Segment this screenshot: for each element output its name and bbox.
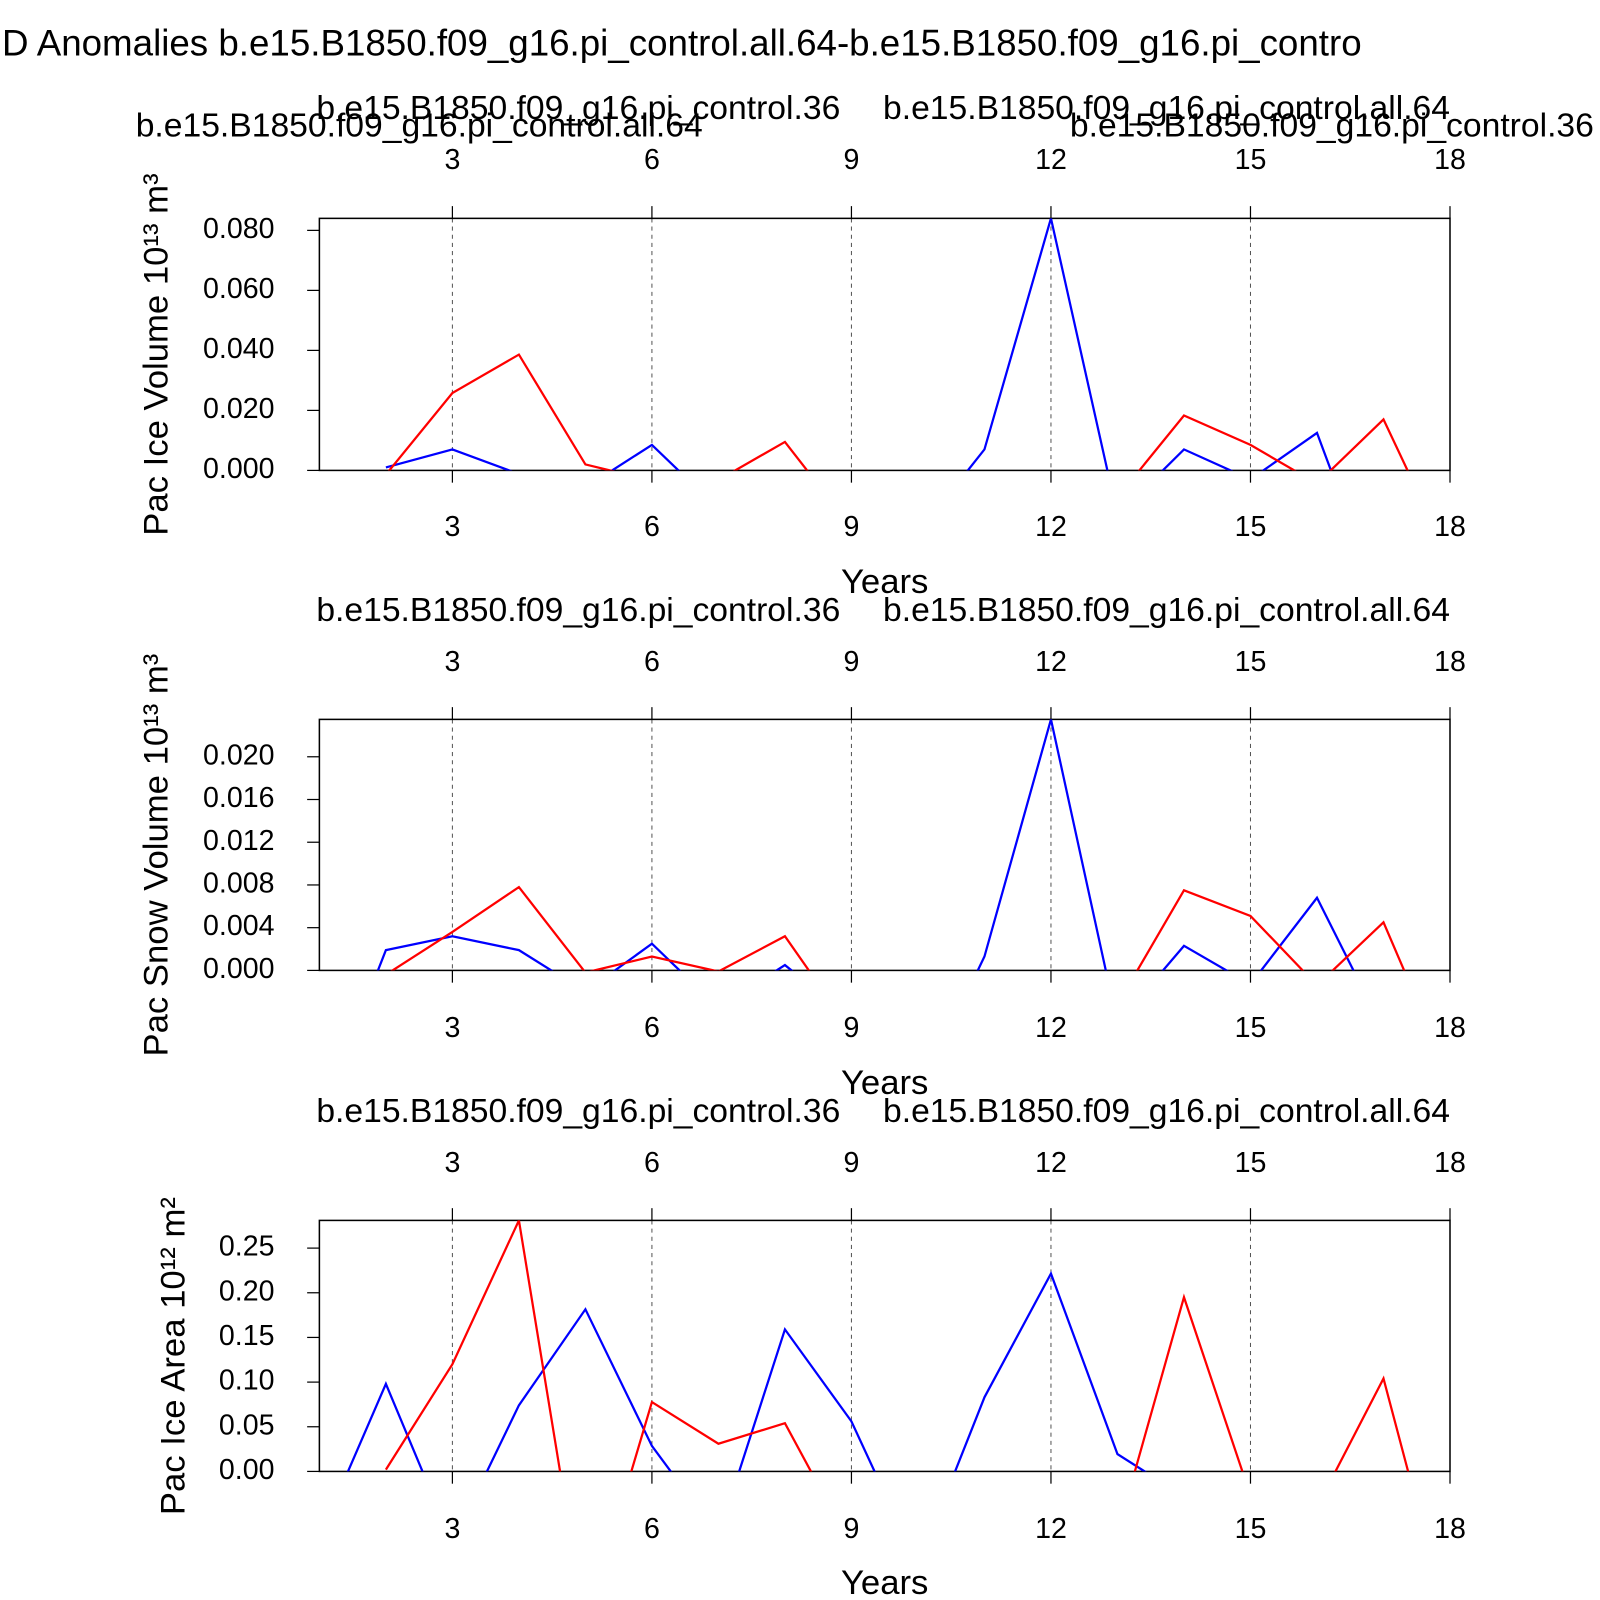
y-tick-label: 0.040 xyxy=(203,333,274,365)
x-tick-label: 3 xyxy=(444,1513,460,1545)
y-tick-label: 0.000 xyxy=(203,453,274,485)
y-tick-label: 0.016 xyxy=(203,782,274,814)
x-tick-label-top: 18 xyxy=(1434,144,1466,176)
series-label: b.e15.B1850.f09_g16.pi_control.all.64 xyxy=(883,592,1450,629)
y-tick-label: 0.008 xyxy=(203,868,274,900)
x-tick-label-top: 15 xyxy=(1235,646,1267,678)
series-line xyxy=(390,885,1406,971)
y-tick-label: 0.25 xyxy=(219,1231,275,1263)
x-tick-label-top: 12 xyxy=(1035,646,1067,678)
series-line xyxy=(385,218,1333,471)
y-tick-label: 0.05 xyxy=(219,1409,275,1441)
plot-frame xyxy=(318,1219,1451,1473)
y-tick-label: 0.020 xyxy=(203,393,274,425)
y-tick-label: 0.15 xyxy=(219,1320,275,1352)
y-axis-label: Pac Snow Volume 10¹³ m³ xyxy=(137,654,175,1057)
y-tick-label: 0.10 xyxy=(219,1365,275,1397)
y-axis-label: Pac Ice Area 10¹² m² xyxy=(155,1197,193,1515)
y-tick-label: 0.080 xyxy=(203,213,274,245)
plot-frame xyxy=(318,718,1451,972)
x-tick-label: 3 xyxy=(444,1012,460,1044)
x-tick-label: 18 xyxy=(1434,1513,1466,1545)
x-tick-label: 12 xyxy=(1035,1012,1067,1044)
x-tick-label: 15 xyxy=(1235,1513,1267,1545)
x-tick-label: 15 xyxy=(1235,1012,1267,1044)
x-tick-label: 9 xyxy=(843,1513,859,1545)
x-tick-label: 6 xyxy=(644,1513,660,1545)
series-label: b.e15.B1850.f09_g16.pi_control.36 xyxy=(1070,107,1594,144)
x-tick-label-top: 15 xyxy=(1235,1147,1267,1179)
y-tick-label: 0.060 xyxy=(203,273,274,305)
chart-title: D Anomalies b.e15.B1850.f09_g16.pi_contr… xyxy=(2,23,1362,64)
series-line xyxy=(384,1220,1410,1472)
x-tick-label: 9 xyxy=(843,511,859,543)
x-tick-label-top: 6 xyxy=(644,646,660,678)
y-tick-label: 0.012 xyxy=(203,825,274,857)
y-tick-label: 0.004 xyxy=(203,910,275,942)
x-tick-label: 3 xyxy=(444,511,460,543)
x-tick-label-top: 15 xyxy=(1235,144,1267,176)
x-tick-label-top: 9 xyxy=(843,144,859,176)
x-tick-label-top: 3 xyxy=(444,1147,460,1179)
x-axis-label: Years xyxy=(841,1564,928,1600)
x-tick-label-top: 9 xyxy=(843,1147,859,1179)
x-axis-label: Years xyxy=(841,563,928,601)
series-label: b.e15.B1850.f09_g16.pi_control.all.64 xyxy=(136,107,703,144)
x-tick-label-top: 12 xyxy=(1035,1147,1067,1179)
x-tick-label: 15 xyxy=(1235,511,1267,543)
x-tick-label-top: 6 xyxy=(644,1147,660,1179)
y-tick-label: 0.00 xyxy=(219,1454,275,1486)
series-label: b.e15.B1850.f09_g16.pi_control.all.64 xyxy=(883,1093,1450,1130)
x-tick-label: 12 xyxy=(1035,511,1067,543)
x-tick-label-top: 3 xyxy=(444,144,460,176)
series-label: b.e15.B1850.f09_g16.pi_control.36 xyxy=(316,90,840,127)
series-label: b.e15.B1850.f09_g16.pi_control.all.64 xyxy=(883,90,1450,127)
x-tick-label-top: 6 xyxy=(644,144,660,176)
y-tick-label: 0.020 xyxy=(203,739,274,771)
x-tick-label: 18 xyxy=(1434,511,1466,543)
series-label: b.e15.B1850.f09_g16.pi_control.36 xyxy=(316,592,840,629)
x-tick-label: 18 xyxy=(1434,1012,1466,1044)
x-tick-label: 9 xyxy=(843,1012,859,1044)
series-label: b.e15.B1850.f09_g16.pi_control.36 xyxy=(316,1093,840,1130)
x-tick-label: 6 xyxy=(644,1012,660,1044)
y-axis-label: Pac Ice Volume 10¹³ m³ xyxy=(137,173,175,535)
series-line xyxy=(376,719,1355,971)
y-tick-label: 0.20 xyxy=(219,1275,275,1307)
x-tick-label-top: 9 xyxy=(843,646,859,678)
y-tick-label: 0.000 xyxy=(203,953,274,985)
series-line xyxy=(346,1270,1147,1472)
x-axis-label: Years xyxy=(841,1064,928,1102)
x-tick-label-top: 3 xyxy=(444,646,460,678)
series-line xyxy=(387,353,1409,471)
x-tick-label: 6 xyxy=(644,511,660,543)
x-tick-label-top: 12 xyxy=(1035,144,1067,176)
plot-frame xyxy=(318,217,1451,472)
x-tick-label-top: 18 xyxy=(1434,646,1466,678)
x-tick-label: 12 xyxy=(1035,1513,1067,1545)
x-tick-label-top: 18 xyxy=(1434,1147,1466,1179)
